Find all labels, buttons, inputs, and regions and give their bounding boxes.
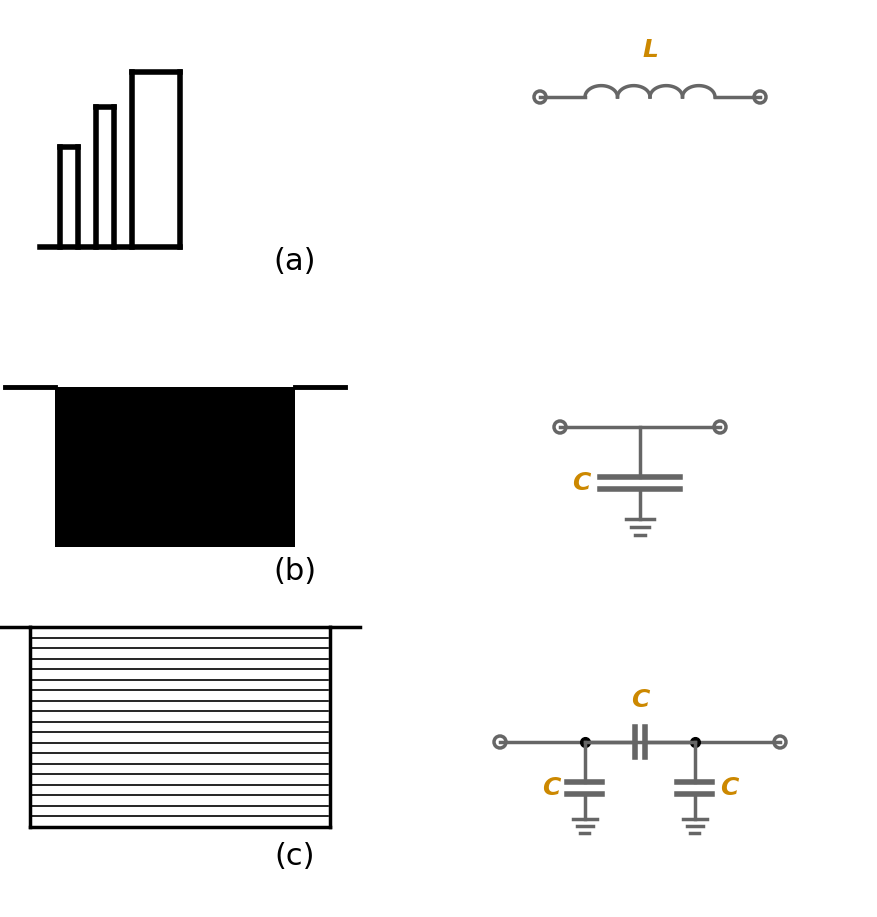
Text: C: C bbox=[719, 776, 738, 800]
Text: (c): (c) bbox=[275, 842, 315, 871]
Text: (a): (a) bbox=[274, 247, 316, 276]
Text: C: C bbox=[630, 688, 648, 712]
Text: (b): (b) bbox=[273, 557, 317, 586]
Text: C: C bbox=[541, 776, 560, 800]
Text: C: C bbox=[571, 471, 589, 495]
Bar bbox=[55, 387, 295, 547]
Text: L: L bbox=[641, 38, 657, 62]
